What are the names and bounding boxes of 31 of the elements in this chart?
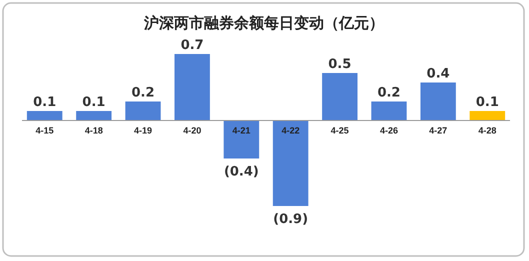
x-tick-label: 4-25 <box>330 125 349 136</box>
data-label: 0.7 <box>180 38 204 53</box>
bar <box>224 120 260 158</box>
bar <box>272 120 308 206</box>
x-tick-label: 4-22 <box>282 125 300 136</box>
x-tick-label: 4-20 <box>183 125 202 136</box>
x-tick-label: 4-15 <box>36 125 54 136</box>
x-tick-label: 4-21 <box>232 125 250 136</box>
data-label: 0.4 <box>426 66 450 82</box>
bar <box>125 102 161 120</box>
x-tick-label: 4-27 <box>429 125 448 136</box>
bar <box>26 111 62 120</box>
x-tick-label: 4-18 <box>84 125 103 136</box>
x-tick-label: 4-28 <box>478 125 496 136</box>
chart-title: 沪深两市融券余额每日变动（亿元） <box>143 14 384 32</box>
x-tick-label: 4-19 <box>134 125 152 136</box>
data-label: 0.1 <box>82 95 106 110</box>
data-label: 0.2 <box>377 86 400 100</box>
bar <box>420 82 456 120</box>
bar <box>174 54 210 120</box>
bar <box>322 73 358 120</box>
data-label: 0.2 <box>132 86 155 100</box>
data-label: (0.9) <box>273 212 308 227</box>
x-tick-label: 4-26 <box>380 125 398 136</box>
data-label: 0.1 <box>33 95 56 110</box>
bar <box>371 102 407 120</box>
data-label: 0.5 <box>328 57 352 72</box>
bar <box>470 111 506 120</box>
data-label: (0.4) <box>224 164 259 180</box>
data-label: 0.1 <box>476 95 499 110</box>
bar <box>76 111 112 120</box>
